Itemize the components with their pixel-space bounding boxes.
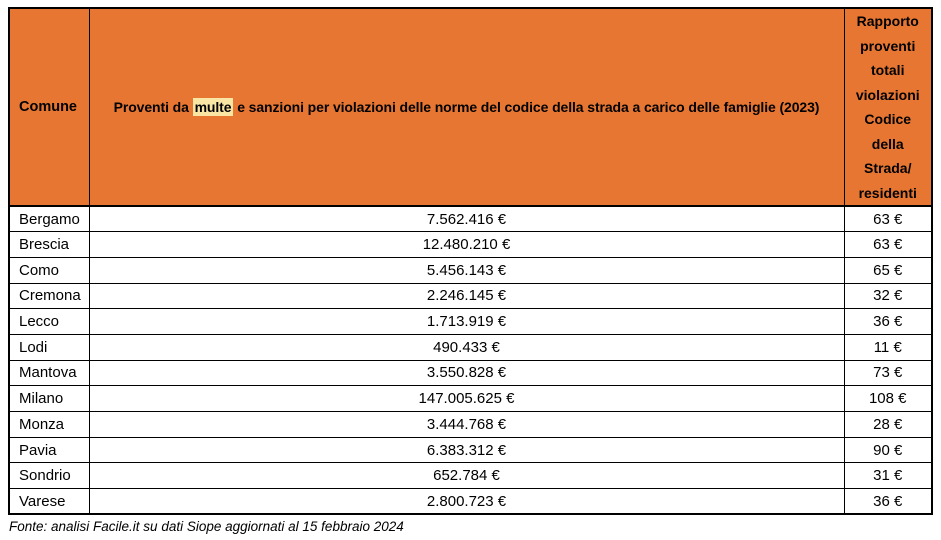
source-note: Fonte: analisi Facile.it su dati Siope a… bbox=[9, 519, 404, 535]
proventi-cell: 490.433 € bbox=[88, 333, 845, 361]
comune-cell: Lodi bbox=[8, 333, 90, 361]
table-row: Lecco 1.713.919 € 36 € bbox=[8, 308, 933, 335]
rapporto-cell: 63 € bbox=[843, 205, 933, 233]
header-comune: Comune bbox=[8, 7, 90, 207]
comune-cell: Monza bbox=[8, 411, 90, 438]
comune-cell: Bergamo bbox=[8, 205, 90, 233]
rapporto-cell: 36 € bbox=[843, 488, 933, 515]
table-row: Monza 3.444.768 € 28 € bbox=[8, 411, 933, 438]
comune-cell: Brescia bbox=[8, 231, 90, 258]
highlighted-term: multe bbox=[192, 98, 234, 116]
table-row: Pavia 6.383.312 € 90 € bbox=[8, 436, 933, 464]
comune-cell: Mantova bbox=[8, 359, 90, 387]
table-row: Mantova 3.550.828 € 73 € bbox=[8, 359, 933, 387]
comune-cell: Sondrio bbox=[8, 462, 90, 490]
table-row: Sondrio 652.784 € 31 € bbox=[8, 462, 933, 490]
table-header: Comune Proventi da multe e sanzioni per … bbox=[8, 7, 933, 207]
proventi-cell: 7.562.416 € bbox=[88, 205, 845, 233]
table-row: Varese 2.800.723 € 36 € bbox=[8, 488, 933, 515]
table-row: Bergamo 7.562.416 € 63 € bbox=[8, 205, 933, 233]
table-row: Milano 147.005.625 € 108 € bbox=[8, 385, 933, 412]
proventi-cell: 652.784 € bbox=[88, 462, 845, 490]
rapporto-cell: 36 € bbox=[843, 308, 933, 335]
rapporto-cell: 11 € bbox=[843, 333, 933, 361]
proventi-cell: 12.480.210 € bbox=[88, 231, 845, 258]
header-rapporto: Rapporto proventi totali violazioni Codi… bbox=[843, 7, 933, 207]
fines-table: Comune Proventi da multe e sanzioni per … bbox=[8, 7, 933, 516]
rapporto-cell: 28 € bbox=[843, 411, 933, 438]
table-body: Bergamo 7.562.416 € 63 € Brescia 12.480.… bbox=[8, 205, 933, 515]
rapporto-cell: 90 € bbox=[843, 436, 933, 464]
rapporto-cell: 31 € bbox=[843, 462, 933, 490]
proventi-cell: 2.246.145 € bbox=[88, 282, 845, 310]
comune-cell: Cremona bbox=[8, 282, 90, 310]
header-row: Comune Proventi da multe e sanzioni per … bbox=[8, 7, 933, 207]
proventi-cell: 3.550.828 € bbox=[88, 359, 845, 387]
header-proventi-prefix: Proventi da bbox=[113, 99, 193, 115]
rapporto-cell: 65 € bbox=[843, 256, 933, 284]
table-row: Brescia 12.480.210 € 63 € bbox=[8, 231, 933, 258]
table-row: Como 5.456.143 € 65 € bbox=[8, 256, 933, 284]
header-proventi: Proventi da multe e sanzioni per violazi… bbox=[88, 7, 845, 207]
comune-cell: Como bbox=[8, 256, 90, 284]
proventi-cell: 3.444.768 € bbox=[88, 411, 845, 438]
proventi-cell: 2.800.723 € bbox=[88, 488, 845, 515]
proventi-cell: 6.383.312 € bbox=[88, 436, 845, 464]
proventi-cell: 1.713.919 € bbox=[88, 308, 845, 335]
proventi-cell: 5.456.143 € bbox=[88, 256, 845, 284]
table-row: Cremona 2.246.145 € 32 € bbox=[8, 282, 933, 310]
comune-cell: Lecco bbox=[8, 308, 90, 335]
comune-cell: Milano bbox=[8, 385, 90, 412]
table-row: Lodi 490.433 € 11 € bbox=[8, 333, 933, 361]
comune-cell: Varese bbox=[8, 488, 90, 515]
rapporto-cell: 63 € bbox=[843, 231, 933, 258]
rapporto-cell: 108 € bbox=[843, 385, 933, 412]
comune-cell: Pavia bbox=[8, 436, 90, 464]
header-proventi-suffix: e sanzioni per violazioni delle norme de… bbox=[233, 99, 820, 115]
proventi-cell: 147.005.625 € bbox=[88, 385, 845, 412]
rapporto-cell: 32 € bbox=[843, 282, 933, 310]
rapporto-cell: 73 € bbox=[843, 359, 933, 387]
